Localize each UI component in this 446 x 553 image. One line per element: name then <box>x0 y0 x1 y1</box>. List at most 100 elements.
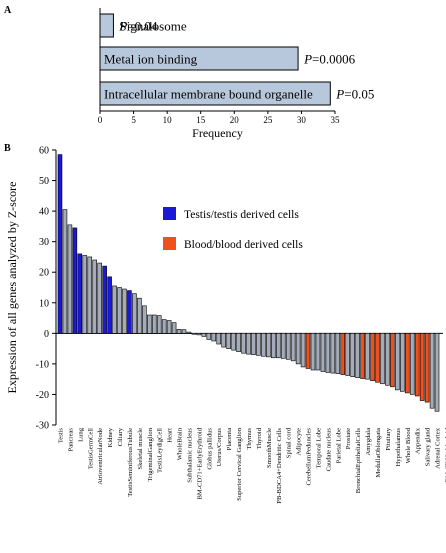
bar-b-5 <box>82 255 88 334</box>
bar-b-17 <box>142 305 147 334</box>
bar-b-22 <box>166 320 172 334</box>
bar-b-48 <box>295 333 301 365</box>
bar-b-76 <box>434 333 440 412</box>
tick-label-a: 10 <box>163 115 173 125</box>
bar-b-28 <box>196 333 202 336</box>
category-label-b-14: TestisSeminiferousTubule <box>127 428 134 497</box>
bar-b-6 <box>87 256 93 334</box>
bar-a-label-0: Signalosome <box>119 19 186 34</box>
category-label-b-64: MedullaOblongata <box>375 428 382 478</box>
bar-b-63 <box>370 333 375 381</box>
tick-label-b: -20 <box>36 390 49 401</box>
bar-b-49 <box>300 333 306 368</box>
category-label-b-24: WholeBrain <box>177 427 184 460</box>
bar-b-53 <box>320 333 326 372</box>
bar-b-58 <box>345 333 351 376</box>
category-label-b-50: CerebellumPeduncles <box>306 428 313 486</box>
category-label-b-38: Thymus <box>246 428 253 450</box>
category-label-b-4: Lung <box>77 427 84 442</box>
category-label-b-16: Skeletal muscle <box>137 428 144 470</box>
bar-b-20 <box>156 315 162 334</box>
bar-b-66 <box>385 333 390 386</box>
tick-label-b: 20 <box>39 268 49 279</box>
category-label-b-60: BronchialEpithelialCells <box>355 428 362 494</box>
bar-b-51 <box>310 333 316 371</box>
bar-b-64 <box>375 333 380 383</box>
bar-b-45 <box>280 333 286 359</box>
category-label-b-52: Temporal Lobe <box>315 428 322 468</box>
legend-label-1: Blood/blood derived cells <box>184 239 303 251</box>
bar-b-69 <box>400 333 405 392</box>
category-label-b-32: Uterus/Corpus <box>216 428 223 467</box>
bar-b-35 <box>231 333 236 351</box>
bar-a-label-1: Metal ion binding <box>104 52 198 67</box>
bar-b-55 <box>330 333 336 374</box>
category-label-b-66: Pituitary <box>385 427 392 450</box>
bar-b-1 <box>62 209 68 334</box>
legend-swatch-1 <box>163 237 176 250</box>
bar-b-30 <box>206 333 212 340</box>
category-label-b-34: Placenta <box>226 428 233 450</box>
bar-b-11 <box>112 285 117 334</box>
category-label-b-44: PB-BDCA4+Dendritic Cells <box>276 428 283 504</box>
legend-label-0: Testis/testis derived cells <box>184 209 299 221</box>
tick-label-a: 20 <box>230 115 240 125</box>
bar-b-62 <box>365 333 370 380</box>
category-label-b-42: SmoothMuscle <box>266 428 273 468</box>
category-label-b-62: Amygdala <box>365 428 372 456</box>
bar-b-54 <box>325 333 331 373</box>
category-label-b-78: BM-CD33+Myeloid <box>444 427 446 482</box>
bar-b-36 <box>236 333 241 352</box>
bar-b-70 <box>404 333 410 394</box>
tick-label-a: 25 <box>263 115 273 125</box>
bar-a-pvalue-2: P=0.05 <box>335 87 374 102</box>
bar-b-75 <box>429 333 435 409</box>
bar-b-7 <box>92 259 98 334</box>
bar-b-25 <box>181 329 187 334</box>
bar-b-61 <box>360 333 365 379</box>
bar-b-32 <box>216 333 222 345</box>
category-label-b-48: Adipocyte <box>296 428 303 456</box>
category-label-b-74: Salivary gland <box>425 427 432 466</box>
bar-b-74 <box>424 333 430 403</box>
bar-b-46 <box>285 333 291 360</box>
bar-b-39 <box>251 333 256 356</box>
category-label-b-20: TestisLeydigCell <box>157 428 164 473</box>
bar-b-18 <box>147 314 152 334</box>
bar-b-19 <box>151 314 157 334</box>
category-label-b-68: Hypothalamus <box>395 428 402 467</box>
category-label-b-54: Caudate nucleus <box>325 428 332 472</box>
panel-a-label: A <box>4 5 12 16</box>
bar-b-4 <box>77 253 83 334</box>
category-label-b-30: Globus pallidus <box>206 428 213 470</box>
bar-b-34 <box>226 333 231 349</box>
bar-b-24 <box>176 329 182 334</box>
bar-b-41 <box>261 333 266 357</box>
bar-b-10 <box>107 276 112 334</box>
category-label-b-0: Testis <box>57 428 64 444</box>
bar-b-67 <box>390 333 395 388</box>
tick-label-a: 35 <box>331 115 341 125</box>
bar-b-0 <box>57 154 63 334</box>
bar-b-27 <box>191 333 197 335</box>
tick-label-a: 0 <box>98 115 103 125</box>
category-label-b-28: BM-CD71+EarlyErythroid <box>196 427 203 499</box>
bar-a-label-2: Intracellular membrane bound organelle <box>104 87 313 102</box>
category-label-b-6: TestisGermCell <box>87 428 94 469</box>
axis-b-ylabel: Expression of all genes analyzed by Z-sc… <box>5 182 19 394</box>
bar-a-0 <box>99 13 114 38</box>
bar-b-12 <box>117 287 122 334</box>
bar-a-pvalue-0: P=0.04 <box>118 19 158 34</box>
category-label-b-72: Appendix <box>415 427 422 454</box>
category-label-b-56: Parietal Lobe <box>335 428 342 463</box>
bar-b-73 <box>419 333 425 401</box>
bar-b-33 <box>221 333 226 348</box>
bar-b-8 <box>97 262 102 334</box>
category-label-b-8: AtrioventricularNode <box>97 428 104 485</box>
bar-b-42 <box>266 333 271 358</box>
tick-label-a: 5 <box>131 115 136 125</box>
category-label-b-22: Heart <box>167 428 174 443</box>
category-label-b-12: Ciliary <box>117 427 124 446</box>
category-label-b-46: Spinal cord <box>286 427 293 458</box>
